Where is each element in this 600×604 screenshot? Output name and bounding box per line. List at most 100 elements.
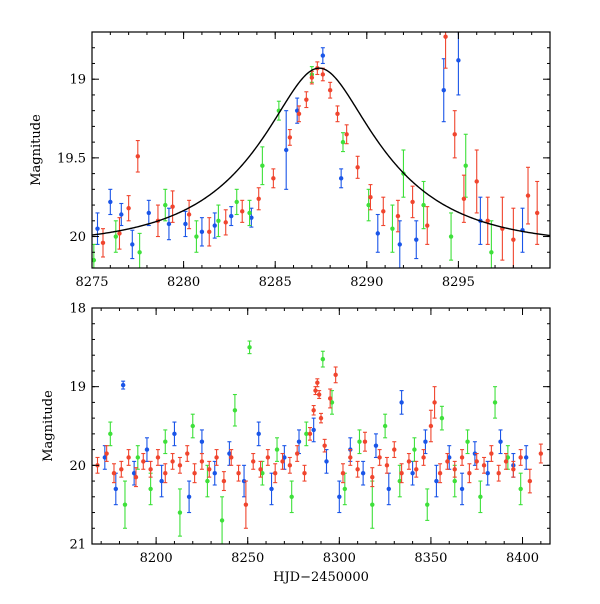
data-point-green-2 [137, 232, 142, 268]
y-tick-label: 20 [69, 459, 86, 474]
x-tick-label: 8275 [75, 275, 108, 290]
data-point-red-35 [322, 438, 327, 453]
data-point-red-20 [344, 124, 349, 145]
x-tick-label: 8200 [140, 551, 173, 566]
data-point-green-6 [234, 188, 239, 216]
data-point-blue-31 [498, 429, 503, 455]
data-point-red-19 [236, 464, 241, 482]
data-point-green-18 [357, 429, 362, 455]
data-point-red-26 [287, 456, 293, 474]
data-point-blue-21 [373, 433, 379, 459]
data-point-red-64 [527, 468, 533, 494]
data-point-green-29 [505, 445, 511, 470]
data-point-blue-0 [102, 445, 108, 470]
data-point-red-17 [221, 471, 227, 492]
top-data-points [92, 32, 540, 268]
data-point-blue-8 [199, 429, 205, 455]
data-point-red-56 [467, 463, 472, 484]
data-point-red-27 [294, 445, 300, 462]
data-point-green-22 [412, 437, 417, 462]
data-point-green-12 [366, 188, 371, 222]
data-point-green-9 [232, 393, 238, 427]
data-point-green-6 [190, 413, 195, 439]
data-point-red-52 [437, 463, 443, 484]
data-point-red-31 [313, 386, 318, 396]
bottom-axes: 8200 8250 8300 8350 8400 18 19 20 21 [69, 302, 550, 566]
data-point-green-4 [163, 429, 168, 455]
data-point-green-7 [247, 199, 252, 227]
data-point-green-15 [320, 350, 326, 368]
data-point-red-44 [384, 456, 390, 474]
data-point-red-9 [163, 463, 168, 484]
data-point-red-7 [148, 460, 153, 478]
data-point-green-20 [382, 413, 388, 439]
y-tick-label: 20 [69, 230, 86, 245]
data-point-blue-23 [399, 390, 404, 415]
data-point-red-43 [377, 449, 382, 466]
data-point-blue-22 [386, 472, 391, 506]
data-point-red-11 [271, 168, 276, 189]
data-point-red-34 [525, 166, 531, 225]
data-point-red-23 [265, 449, 271, 466]
x-tick-label: 8280 [167, 275, 200, 290]
data-point-red-49 [421, 449, 426, 466]
data-point-red-53 [445, 452, 450, 470]
data-point-green-1 [113, 220, 119, 253]
data-point-red-51 [432, 386, 437, 419]
data-point-red-47 [406, 452, 412, 470]
data-point-blue-8 [212, 212, 217, 239]
top-axes: 8275 8280 8285 8290 8295 19 19.5 20 [57, 31, 551, 290]
data-point-red-33 [511, 207, 516, 268]
data-point-red-8 [155, 449, 161, 466]
data-point-green-13 [289, 480, 294, 514]
data-point-green-0 [108, 421, 113, 447]
x-tick-label: 8285 [259, 275, 292, 290]
data-point-red-45 [392, 441, 397, 459]
data-point-blue-17 [324, 449, 329, 474]
data-point-red-4 [126, 449, 131, 466]
data-point-green-30 [518, 472, 523, 506]
data-point-red-41 [362, 431, 368, 452]
data-point-blue-3 [131, 460, 137, 486]
data-point-blue-20 [360, 460, 366, 486]
data-point-blue-6 [183, 210, 188, 238]
data-point-red-55 [459, 449, 465, 466]
data-point-blue-19 [456, 32, 461, 96]
data-point-red-13 [296, 105, 302, 123]
data-point-red-14 [199, 452, 205, 470]
data-point-blue-9 [229, 206, 234, 227]
data-point-green-28 [492, 386, 498, 419]
data-point-blue-33 [523, 445, 529, 470]
y-tick-label: 19 [69, 73, 86, 88]
data-point-red-57 [474, 452, 479, 470]
data-point-blue-24 [410, 460, 415, 486]
data-point-green-12 [274, 437, 280, 462]
y-tick-label: 21 [69, 538, 86, 553]
data-point-red-35 [534, 180, 540, 245]
data-point-red-15 [207, 460, 212, 478]
data-point-red-19 [335, 105, 340, 123]
data-point-red-31 [485, 196, 490, 245]
data-point-red-42 [370, 467, 375, 488]
data-point-red-24 [273, 463, 278, 484]
data-point-red-61 [503, 452, 509, 470]
data-point-blue-5 [159, 464, 164, 498]
y-tick-label: 19.5 [57, 151, 86, 166]
data-point-blue-11 [283, 110, 289, 190]
data-point-green-13 [390, 204, 395, 253]
data-point-green-11 [340, 132, 346, 153]
data-point-red-9 [240, 199, 245, 223]
data-point-red-46 [399, 463, 404, 484]
data-point-red-39 [348, 449, 353, 466]
data-point-blue-26 [434, 464, 439, 498]
data-point-red-7 [207, 217, 212, 247]
data-point-green-5 [216, 204, 221, 238]
data-point-red-11 [177, 456, 183, 474]
data-point-green-10 [247, 340, 252, 355]
data-point-red-29 [307, 427, 313, 441]
top-y-axis-label: Magnitude [29, 114, 44, 186]
data-point-red-40 [355, 460, 360, 478]
x-tick-label: 8400 [506, 551, 539, 566]
data-point-red-33 [316, 390, 322, 400]
